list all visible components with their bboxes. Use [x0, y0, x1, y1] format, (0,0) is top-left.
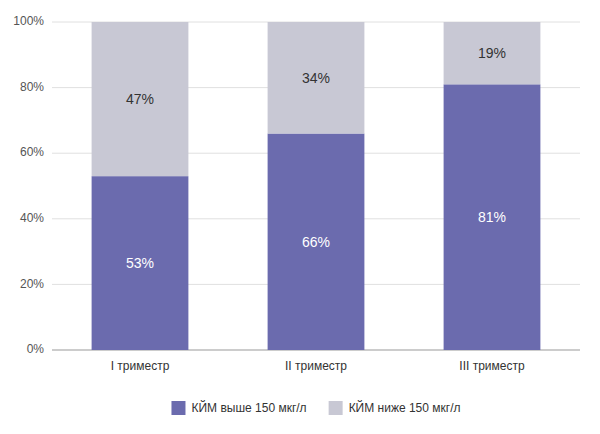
y-tick-label: 80% — [20, 80, 44, 94]
y-tick-label: 100% — [13, 14, 44, 28]
bar-segment — [444, 22, 541, 84]
data-label: 53% — [126, 255, 154, 271]
x-tick-label: II триместр — [285, 359, 347, 373]
y-axis: 0% 20% 40% 60% 80% 100% — [13, 14, 44, 356]
bar-segment — [92, 22, 189, 176]
legend-label: КЙМ ниже 150 мкг/л — [349, 400, 461, 415]
x-tick-label: I триместр — [111, 359, 170, 373]
data-label: 81% — [478, 209, 506, 225]
y-tick-label: 40% — [20, 211, 44, 225]
chart: 0% 20% 40% 60% 80% 100% 53% 66% 81% 47% 34% 19% I тр… — [0, 0, 600, 434]
bar-segment — [268, 134, 365, 350]
bar-segment — [268, 22, 365, 134]
data-label: 19% — [478, 45, 506, 61]
chart-container: 0% 20% 40% 60% 80% 100% 53% 66% 81% 47% 34% 19% I тр… — [0, 0, 600, 434]
legend-item: КЙМ ниже 150 мкг/л — [329, 400, 461, 415]
grid — [52, 22, 580, 350]
y-tick-label: 0% — [27, 342, 45, 356]
legend-label: КЙМ выше 150 мкг/л — [191, 400, 306, 415]
bar-segment — [92, 176, 189, 350]
legend-item: КЙМ выше 150 мкг/л — [171, 400, 306, 415]
x-axis: I триместр II триместр III триместр — [111, 359, 525, 373]
y-tick-label: 20% — [20, 277, 44, 291]
data-labels: 53% 66% 81% 47% 34% 19% — [126, 45, 506, 271]
y-tick-label: 60% — [20, 145, 44, 159]
data-label: 47% — [126, 91, 154, 107]
legend: КЙМ выше 150 мкг/л КЙМ ниже 150 мкг/л — [171, 400, 460, 415]
legend-swatch — [171, 401, 185, 415]
data-label: 34% — [302, 70, 330, 86]
data-label: 66% — [302, 234, 330, 250]
bars — [92, 22, 541, 350]
x-tick-label: III триместр — [459, 359, 525, 373]
bar-segment — [444, 84, 541, 350]
legend-swatch — [329, 401, 343, 415]
